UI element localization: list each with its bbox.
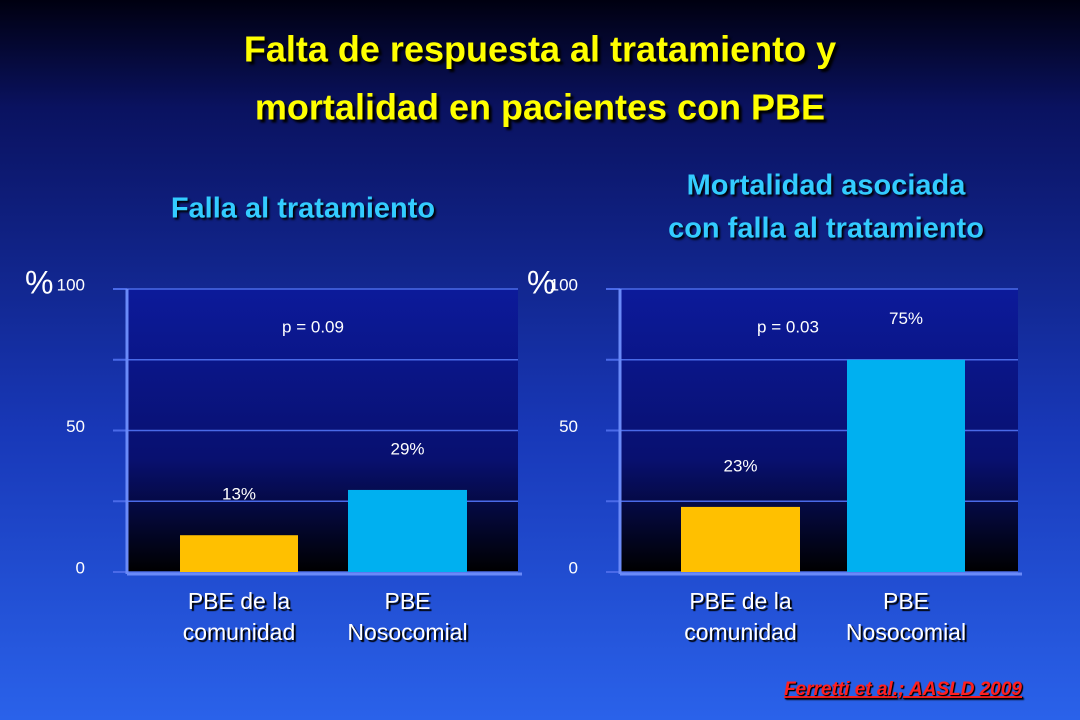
x-tick-label: PBE de la comunidad	[183, 588, 296, 645]
chart-title: con falla al tratamiento	[668, 213, 984, 245]
y-tick-label: 0	[569, 558, 578, 577]
bar	[681, 506, 800, 572]
y-axis-label: %	[527, 264, 555, 300]
annotation: p = 0.03	[757, 317, 819, 336]
x-tick-label: PBE de la comunidad	[684, 588, 797, 645]
bar	[348, 489, 467, 572]
y-tick-label: 100	[550, 275, 578, 294]
y-tick-label: 0	[76, 558, 85, 577]
data-label: 13%	[222, 485, 256, 504]
data-label: 23%	[723, 456, 757, 475]
x-tick-label: PBE Nosocomial	[347, 588, 467, 645]
annotation: p = 0.09	[282, 317, 344, 336]
chart-title: Falla al tratamiento	[171, 193, 435, 225]
y-axis-label: %	[25, 264, 53, 300]
slide-title: mortalidad en pacientes con PBE	[255, 87, 825, 128]
data-label: 75%	[889, 309, 923, 328]
citation: Ferretti et al.; AASLD 2009	[784, 679, 1022, 700]
data-label: 29%	[390, 439, 424, 458]
slide-title: Falta de respuesta al tratamiento y	[244, 29, 836, 70]
y-tick-label: 50	[66, 417, 85, 436]
chart-title: Mortalidad asociada	[687, 170, 967, 202]
bar	[847, 359, 965, 572]
y-tick-label: 100	[57, 275, 85, 294]
bar	[180, 535, 298, 572]
x-tick-label: PBE Nosocomial	[846, 588, 966, 645]
y-tick-label: 50	[559, 417, 578, 436]
